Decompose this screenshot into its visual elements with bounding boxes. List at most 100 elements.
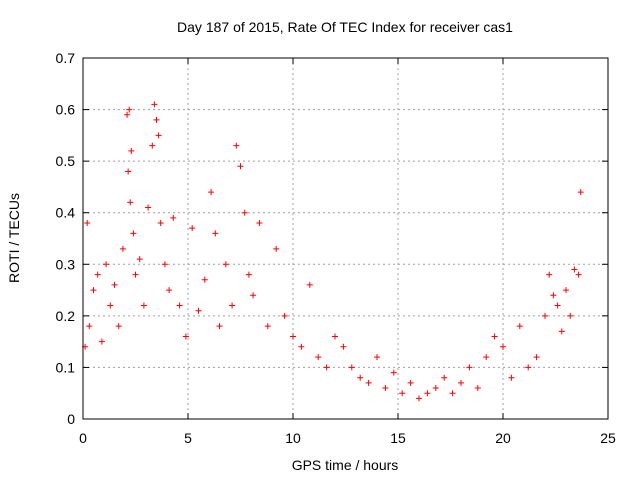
x-axis-label: GPS time / hours	[292, 457, 399, 473]
data-point	[273, 245, 280, 252]
data-point	[483, 354, 490, 361]
data-point	[229, 302, 236, 309]
data-point	[449, 390, 456, 397]
data-point	[155, 132, 162, 139]
data-point	[125, 168, 132, 175]
data-point	[208, 189, 215, 196]
data-point	[216, 323, 223, 330]
y-tick-label: 0.4	[56, 205, 76, 221]
data-point	[115, 323, 122, 330]
data-point	[508, 374, 515, 381]
data-point	[432, 385, 439, 392]
data-point	[290, 333, 296, 340]
data-point	[264, 323, 271, 330]
data-point	[365, 379, 372, 386]
data-point	[189, 225, 196, 232]
x-tick-label: 15	[390, 430, 406, 446]
data-point	[563, 287, 569, 294]
data-point	[153, 116, 160, 123]
data-point	[94, 271, 101, 278]
data-point	[306, 281, 313, 288]
data-point	[458, 379, 464, 386]
y-tick-label: 0.2	[56, 308, 76, 324]
data-point	[98, 338, 105, 345]
data-point	[145, 204, 152, 211]
data-point	[233, 142, 240, 149]
data-point	[84, 220, 91, 227]
data-point	[500, 343, 506, 350]
data-point	[111, 281, 118, 288]
data-point	[491, 333, 498, 340]
data-point	[332, 333, 338, 340]
y-tick-label: 0.5	[56, 153, 76, 169]
data-point	[416, 395, 422, 402]
data-point	[195, 307, 202, 314]
data-point	[374, 354, 380, 361]
data-point	[140, 302, 147, 309]
data-point	[466, 364, 473, 371]
data-point	[474, 385, 481, 392]
data-point	[182, 333, 189, 340]
data-point	[132, 271, 139, 278]
y-tick-label: 0.3	[56, 256, 76, 272]
data-point	[119, 245, 126, 252]
x-tick-label: 5	[184, 430, 192, 446]
data-point	[222, 261, 229, 268]
y-tick-label: 0	[67, 411, 75, 427]
data-point	[424, 390, 431, 397]
data-point	[136, 256, 143, 263]
data-point	[237, 163, 244, 170]
axis-ticks: 0 5 10 15 20 25 0 0.1 0.2 0.3 0.4 0.5 0.6 0.7	[56, 50, 616, 446]
data-point	[357, 374, 364, 381]
data-point	[323, 364, 330, 371]
x-tick-label: 10	[285, 430, 301, 446]
data-point	[157, 220, 164, 227]
data-point	[170, 214, 177, 221]
data-point	[567, 312, 574, 319]
data-point	[550, 292, 557, 299]
data-point	[533, 354, 540, 361]
data-point	[166, 287, 173, 294]
data-point	[212, 230, 219, 237]
data-point	[542, 312, 548, 319]
data-point	[407, 379, 414, 386]
data-point	[201, 276, 208, 283]
x-tick-label: 20	[495, 430, 511, 446]
y-tick-label: 0.6	[56, 102, 76, 118]
plot-frame	[82, 57, 609, 420]
data-point	[107, 302, 114, 309]
data-point	[256, 220, 263, 227]
data-point	[161, 261, 168, 268]
y-tick-label: 0.7	[56, 50, 76, 66]
y-axis-label: ROTI / TECUs	[6, 193, 22, 283]
data-point	[558, 328, 565, 335]
data-point	[577, 189, 584, 196]
data-point	[176, 302, 183, 309]
data-point	[250, 292, 257, 299]
data-point	[441, 374, 448, 381]
grid-lines	[83, 58, 608, 419]
data-point	[571, 266, 578, 273]
data-point	[340, 343, 347, 350]
data-point	[151, 101, 158, 108]
data-point	[546, 271, 553, 278]
data-point	[575, 271, 582, 278]
data-point	[245, 271, 252, 278]
data-point	[90, 287, 97, 294]
data-point	[390, 369, 397, 376]
data-point	[149, 142, 156, 149]
data-point	[241, 209, 248, 216]
data-point	[126, 106, 133, 113]
data-points	[82, 101, 584, 402]
data-point	[516, 323, 523, 330]
data-point	[103, 261, 110, 268]
data-point	[281, 312, 288, 319]
data-point	[128, 147, 135, 154]
x-tick-label: 25	[600, 430, 616, 446]
chart-title: Day 187 of 2015, Rate Of TEC Index for r…	[177, 19, 513, 35]
data-point	[348, 364, 355, 371]
data-point	[130, 230, 137, 237]
data-point	[315, 354, 322, 361]
x-tick-label: 0	[79, 430, 87, 446]
